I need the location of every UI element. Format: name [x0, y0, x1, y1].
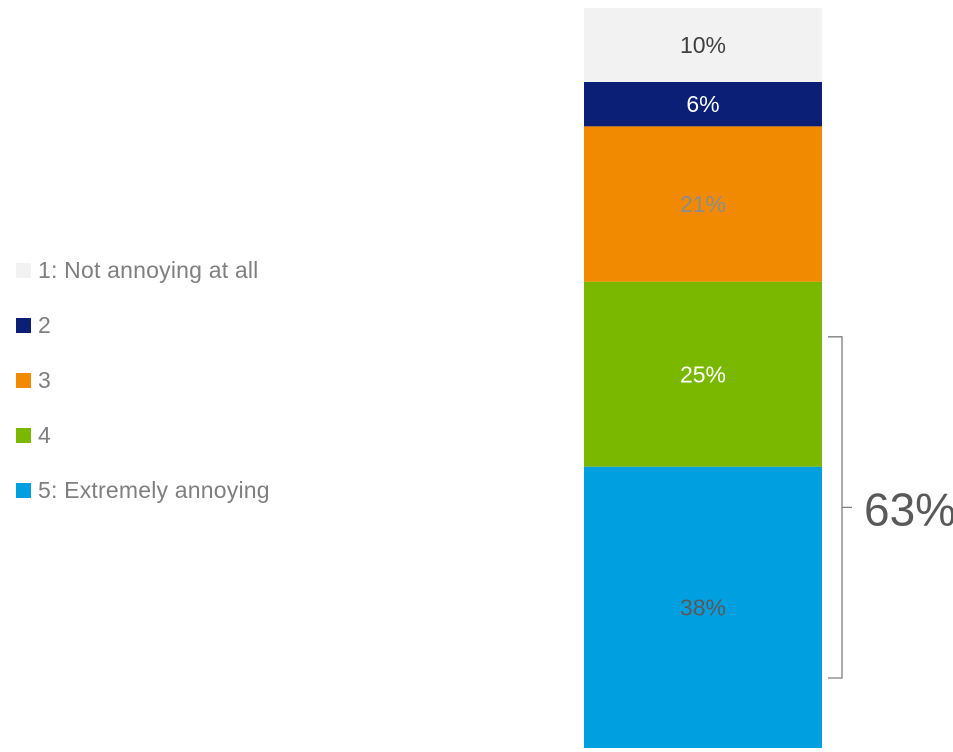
bar-segment [584, 126, 822, 282]
legend-swatch [16, 372, 31, 388]
legend-label: 1: Not annoying at all [38, 256, 259, 283]
legend-swatch [16, 482, 31, 498]
legend-swatch [16, 317, 31, 333]
legend-item: 5: Extremely annoying [16, 472, 436, 508]
data-label: 38% [680, 594, 726, 620]
data-label: 21% [680, 191, 726, 217]
data-label: 6% [686, 91, 719, 117]
legend-item: 4 [16, 417, 436, 453]
legend-label: 2 [38, 311, 51, 338]
bar-segment [584, 281, 822, 467]
legend-item: 1: Not annoying at all [16, 252, 436, 288]
legend-label: 5: Extremely annoying [38, 476, 270, 503]
legend-swatch [16, 427, 31, 443]
bar-segment [584, 8, 822, 82]
bracket [828, 336, 852, 679]
legend-swatch [16, 262, 31, 278]
annotation-label: 63% [864, 483, 953, 535]
bar-segment [584, 466, 822, 748]
legend-item: 2 [16, 307, 436, 343]
data-label: 25% [680, 361, 726, 387]
legend-label: 3 [38, 366, 51, 393]
data-label: 10% [680, 32, 726, 58]
legend: 1: Not annoying at all 2 3 4 5: Extremely an… [16, 252, 436, 527]
legend-item: 3 [16, 362, 436, 398]
legend-label: 4 [38, 421, 51, 448]
bar-segment [584, 82, 822, 127]
